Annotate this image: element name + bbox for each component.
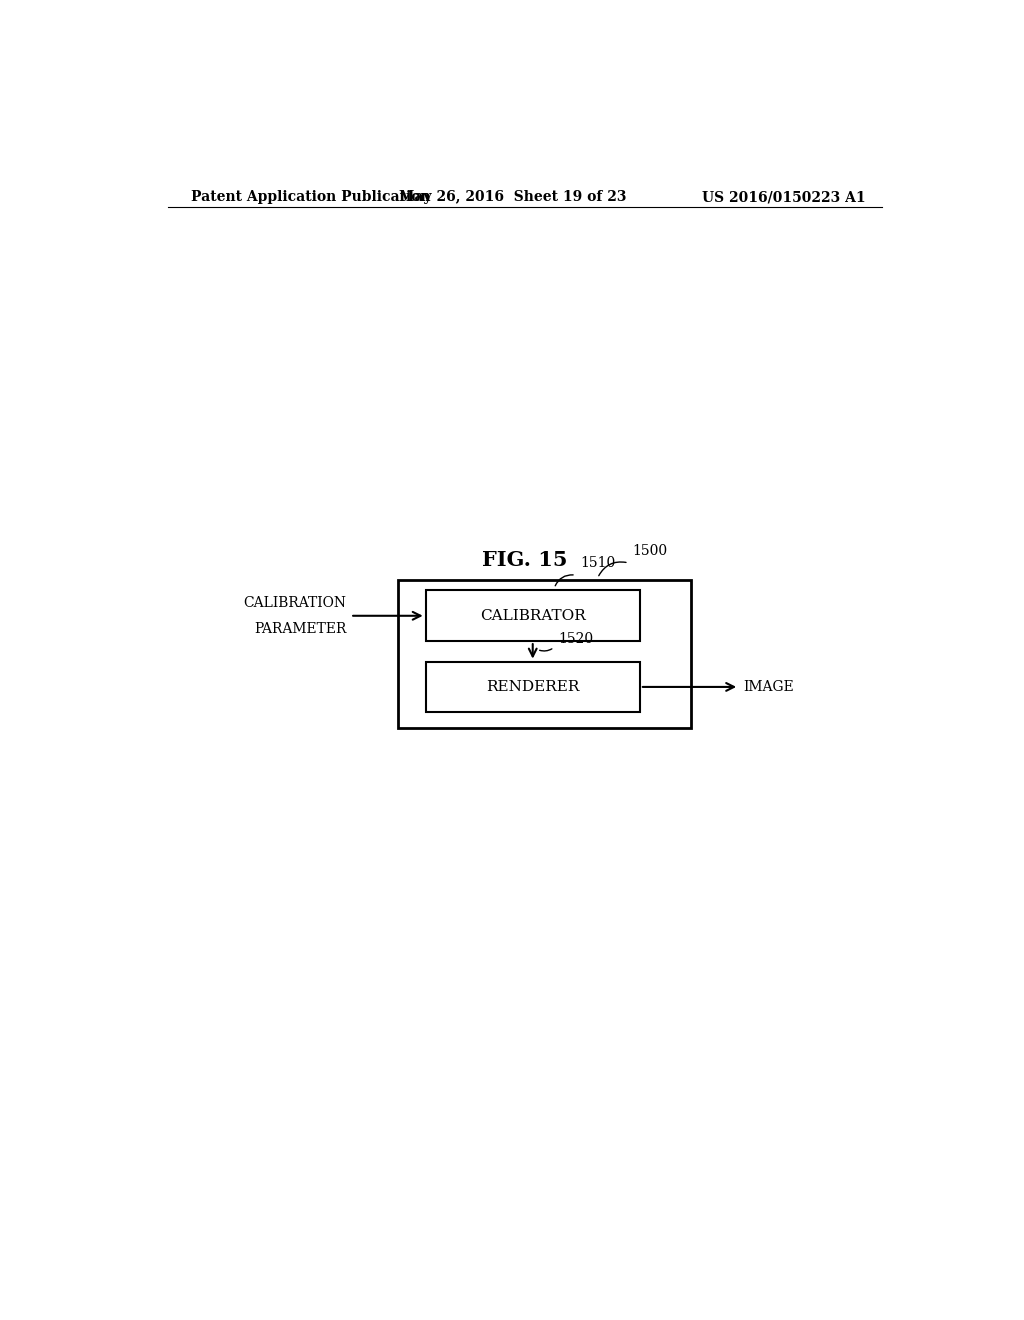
Bar [397,581,691,727]
Text: May 26, 2016  Sheet 19 of 23: May 26, 2016 Sheet 19 of 23 [399,190,627,205]
Text: Patent Application Publication: Patent Application Publication [191,190,431,205]
Text: US 2016/0150223 A1: US 2016/0150223 A1 [702,190,866,205]
Text: 1520: 1520 [558,632,593,647]
Text: CALIBRATION: CALIBRATION [244,595,346,610]
Text: FIG. 15: FIG. 15 [482,550,567,570]
Text: PARAMETER: PARAMETER [254,622,346,636]
Text: RENDERER: RENDERER [486,680,580,694]
Bar [426,590,640,642]
Text: 1510: 1510 [580,556,615,570]
Text: IMAGE: IMAGE [743,680,794,694]
Bar [426,661,640,713]
Text: CALIBRATOR: CALIBRATOR [480,609,586,623]
Text: 1500: 1500 [633,544,668,558]
